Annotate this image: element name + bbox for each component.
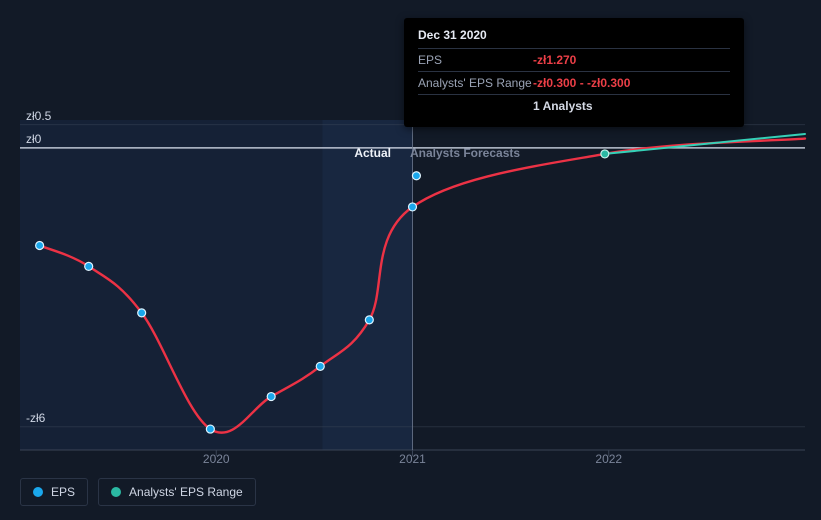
x-tick-label: 2020 [203,452,230,466]
legend-item-eps-range[interactable]: Analysts' EPS Range [98,478,256,506]
tooltip-sub: 1 Analysts [418,95,730,113]
tooltip-key: Analysts' EPS Range [418,76,533,90]
tooltip-row: Analysts' EPS Range -zł0.300 - -zł0.300 [418,72,730,95]
legend-swatch-icon [111,487,121,497]
x-tick-label: 2022 [595,452,622,466]
tooltip-value: -zł0.300 - -zł0.300 [533,76,630,90]
region-label-actual: Actual [354,146,391,160]
chart-legend: EPS Analysts' EPS Range [20,478,256,506]
region-label-forecast: Analysts Forecasts [410,146,520,160]
legend-item-eps[interactable]: EPS [20,478,88,506]
y-tick-label: zł0 [26,132,41,146]
legend-label: Analysts' EPS Range [129,485,243,499]
y-tick-label: -zł6 [26,411,45,425]
tooltip-key: EPS [418,53,533,67]
chart-tooltip: Dec 31 2020 EPS -zł1.270 Analysts' EPS R… [404,18,744,127]
x-tick-label: 2021 [399,452,426,466]
legend-swatch-icon [33,487,43,497]
tooltip-row: EPS -zł1.270 [418,49,730,72]
y-tick-label: zł0.5 [26,109,51,123]
chart-stage: zł0.5 zł0 -zł6 2020 2021 2022 Actual Analyst… [0,0,821,520]
legend-label: EPS [51,485,75,499]
tooltip-title: Dec 31 2020 [418,28,730,49]
tooltip-value: -zł1.270 [533,53,576,67]
